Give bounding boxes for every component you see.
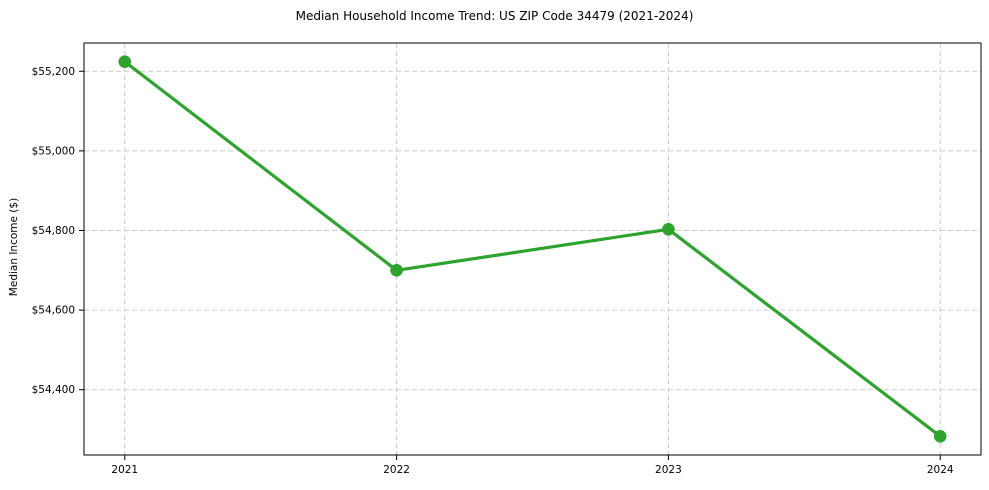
data-point-2024 bbox=[933, 429, 947, 443]
x-tick-label: 2021 bbox=[111, 464, 138, 476]
data-point-2023 bbox=[662, 222, 675, 236]
x-tick-label: 2024 bbox=[927, 464, 954, 476]
y-tick-label: $54,600 bbox=[32, 305, 75, 317]
y-tick-label: $55,200 bbox=[32, 66, 75, 78]
y-tick-label: $54,800 bbox=[32, 225, 75, 237]
x-tick-label: 2023 bbox=[655, 464, 682, 476]
income-trend-line bbox=[123, 60, 942, 438]
data-point-2021 bbox=[118, 55, 132, 69]
y-tick-label: $55,000 bbox=[32, 145, 75, 157]
x-tick-label: 2022 bbox=[383, 464, 410, 476]
y-tick-label: $54,400 bbox=[32, 384, 75, 396]
data-point-2022 bbox=[390, 263, 403, 277]
plot-border bbox=[83, 42, 982, 456]
chart-title: Median Household Income Trend: US ZIP Co… bbox=[295, 9, 694, 23]
